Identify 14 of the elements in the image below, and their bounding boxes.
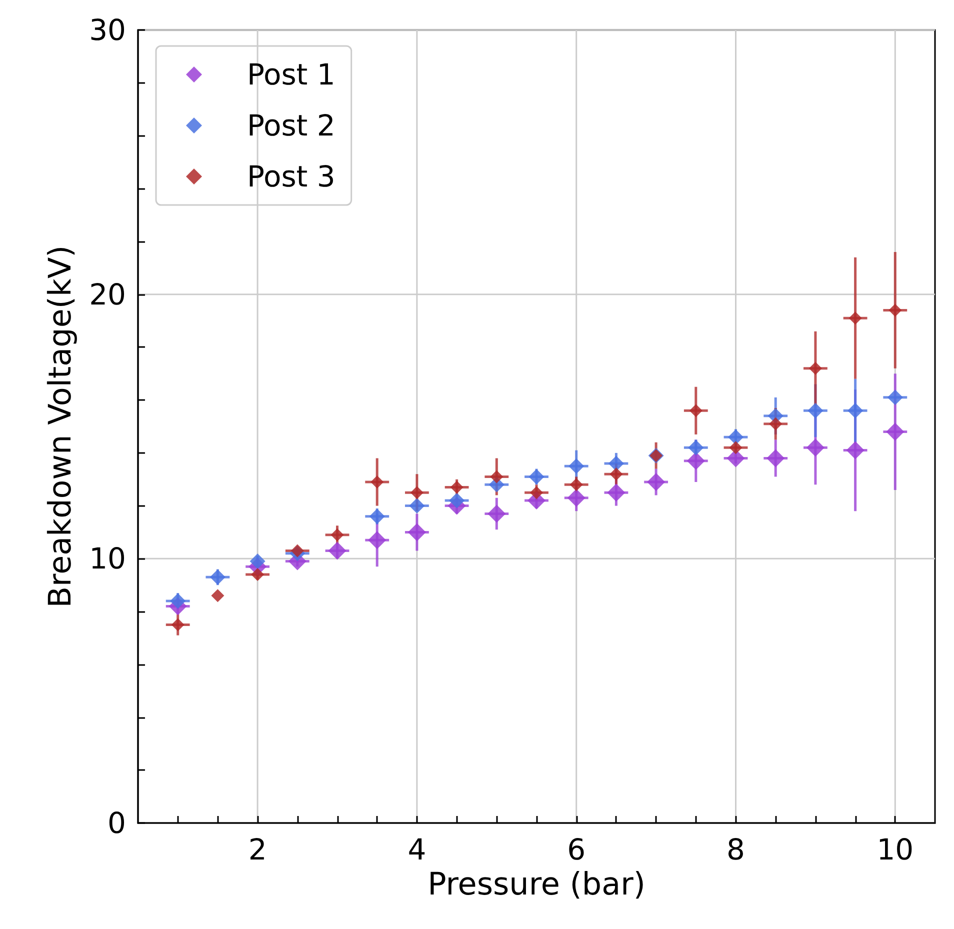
x-tick-label: 2 [248,832,267,866]
x-tick-label: 8 [726,832,745,866]
y-tick-label: 10 [89,542,126,576]
legend-label: Post 1 [247,58,336,92]
y-tick-label: 30 [89,13,126,47]
x-tick-label: 10 [876,832,914,866]
y-axis-title: Breakdown Voltage(kV) [42,245,78,608]
y-tick-label: 20 [89,277,126,312]
legend-label: Post 2 [247,108,336,142]
x-tick-label: 4 [408,832,426,866]
y-tick-label: 0 [108,806,126,840]
x-tick-label: 6 [567,832,586,866]
legend-label: Post 3 [247,160,336,194]
x-axis-title: Pressure (bar) [428,866,646,902]
